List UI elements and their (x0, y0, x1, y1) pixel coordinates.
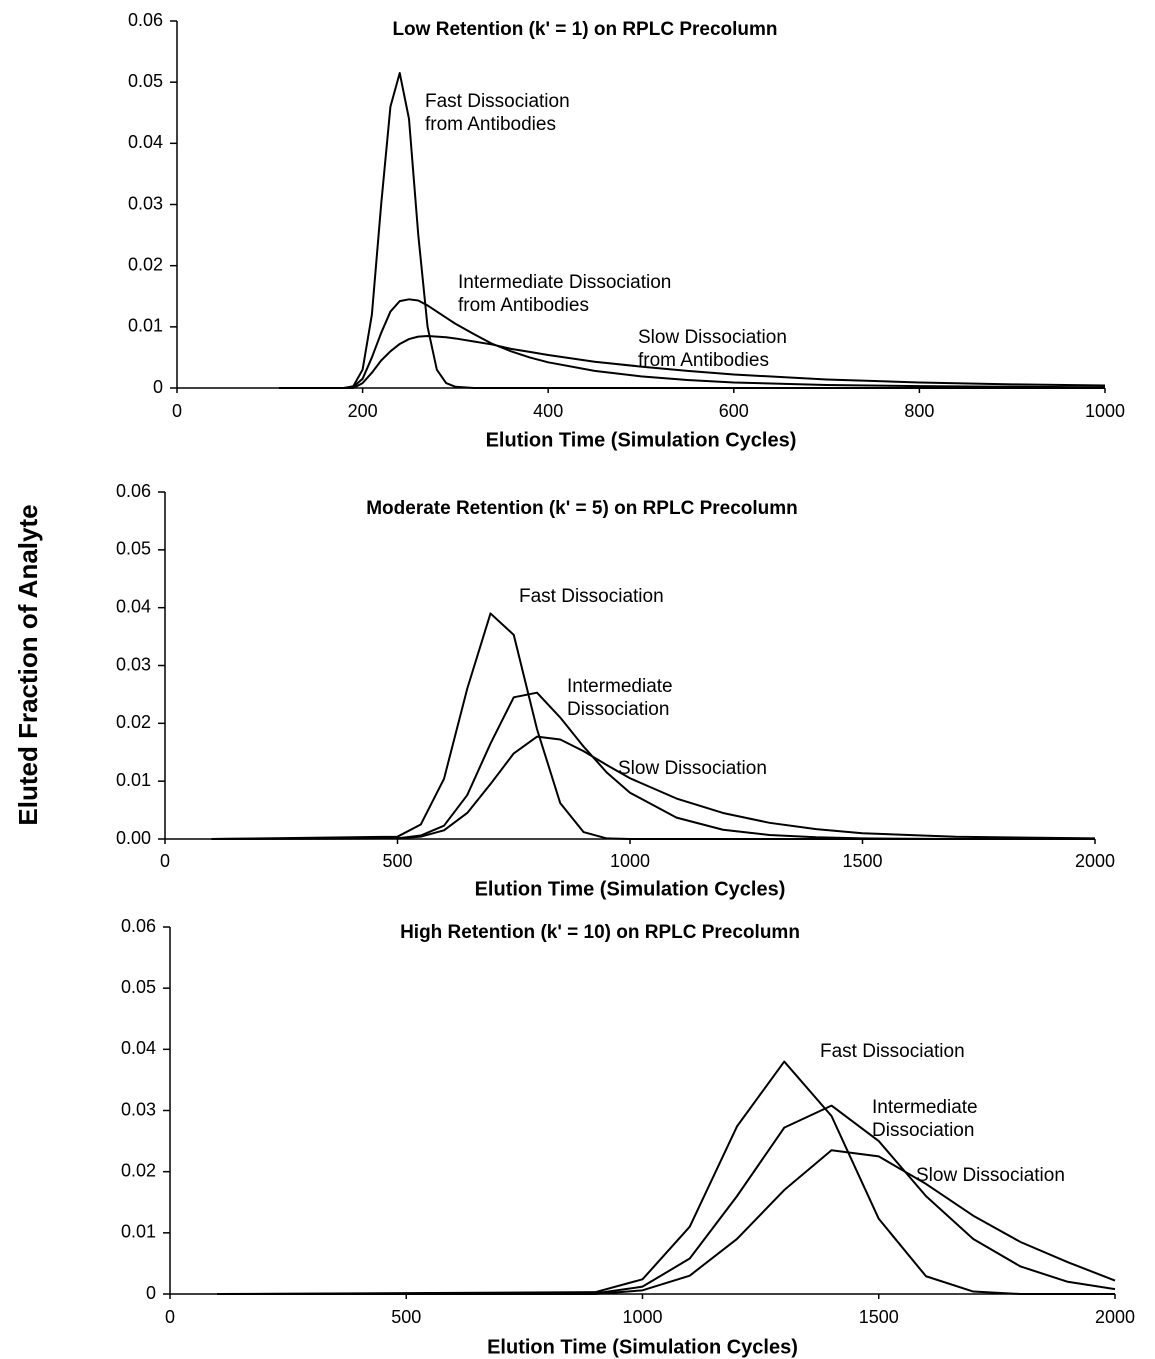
x-tick-label: 400 (533, 401, 563, 421)
x-tick-label: 2000 (1075, 851, 1115, 871)
curve-annotation: Slow Dissociation (638, 327, 787, 348)
y-tick-label: 0.05 (128, 71, 163, 91)
curve-annotation: from Antibodies (425, 114, 556, 135)
y-tick-label: 0.02 (116, 712, 151, 732)
x-tick-label: 500 (382, 851, 412, 871)
x-tick-label: 0 (165, 1307, 175, 1327)
curve-annotation: Dissociation (567, 699, 669, 720)
y-tick-label: 0.01 (116, 770, 151, 790)
x-axis-label: Elution Time (Simulation Cycles) (487, 1336, 798, 1358)
x-axis-label: Elution Time (Simulation Cycles) (475, 878, 786, 900)
y-tick-label: 0.04 (116, 596, 151, 616)
x-tick-label: 1000 (610, 851, 650, 871)
y-tick-label: 0.02 (128, 254, 163, 274)
y-tick-label: 0.01 (128, 316, 163, 336)
x-tick-label: 600 (719, 401, 749, 421)
x-tick-label: 200 (348, 401, 378, 421)
curve-annotation: Intermediate (872, 1097, 978, 1118)
x-tick-label: 1000 (622, 1307, 662, 1327)
curve-annotation: Slow Dissociation (618, 758, 767, 779)
x-tick-label: 1500 (842, 851, 882, 871)
y-tick-label: 0.01 (121, 1222, 156, 1242)
x-tick-label: 0 (160, 851, 170, 871)
y-tick-label: 0.06 (121, 916, 156, 936)
curve-annotation: from Antibodies (458, 295, 589, 316)
y-tick-label: 0.05 (121, 977, 156, 997)
y-tick-label: 0.03 (121, 1099, 156, 1119)
series-line (211, 612, 1095, 840)
curve-annotation: Fast Dissociation (425, 91, 570, 112)
series-line (279, 71, 1105, 389)
series-line (279, 335, 1106, 389)
series-line (211, 735, 1096, 840)
series-line (211, 691, 1095, 840)
curve-annotation: Fast Dissociation (820, 1041, 965, 1062)
x-tick-label: 2000 (1095, 1307, 1135, 1327)
curve-annotation: Intermediate Dissociation (458, 272, 671, 293)
y-tick-label: 0.06 (128, 10, 163, 30)
y-tick-label: 0.04 (128, 132, 163, 152)
x-axis-label: Elution Time (Simulation Cycles) (486, 429, 797, 451)
x-tick-label: 1500 (859, 1307, 899, 1327)
x-tick-label: 0 (172, 401, 182, 421)
x-tick-label: 500 (391, 1307, 421, 1327)
y-tick-label: 0.03 (116, 654, 151, 674)
curve-annotation: Dissociation (872, 1120, 974, 1141)
y-tick-label: 0 (146, 1283, 156, 1303)
y-tick-label: 0 (153, 377, 163, 397)
y-tick-label: 0.02 (121, 1160, 156, 1180)
series-line (279, 298, 1106, 389)
y-axis-label: Eluted Fraction of Analyte (13, 504, 43, 825)
curve-annotation: Fast Dissociation (519, 586, 664, 607)
curve-annotation: Slow Dissociation (916, 1165, 1065, 1186)
y-tick-label: 0.03 (128, 193, 163, 213)
curve-annotation: Intermediate (567, 676, 673, 697)
x-tick-label: 800 (904, 401, 934, 421)
y-tick-label: 0.04 (121, 1038, 156, 1058)
series-line (217, 1104, 1116, 1295)
series-line (217, 1060, 1115, 1295)
x-tick-label: 1000 (1085, 401, 1125, 421)
curve-annotation: from Antibodies (638, 350, 769, 371)
y-tick-label: 0.05 (116, 539, 151, 559)
chart-title: Moderate Retention (k' = 5) on RPLC Prec… (366, 498, 798, 519)
y-tick-label: 0.00 (116, 828, 151, 848)
chart-title: High Retention (k' = 10) on RPLC Precolu… (400, 922, 800, 943)
chart-title: Low Retention (k' = 1) on RPLC Precolumn (392, 19, 777, 40)
y-tick-label: 0.06 (116, 481, 151, 501)
series-line (217, 1149, 1116, 1295)
